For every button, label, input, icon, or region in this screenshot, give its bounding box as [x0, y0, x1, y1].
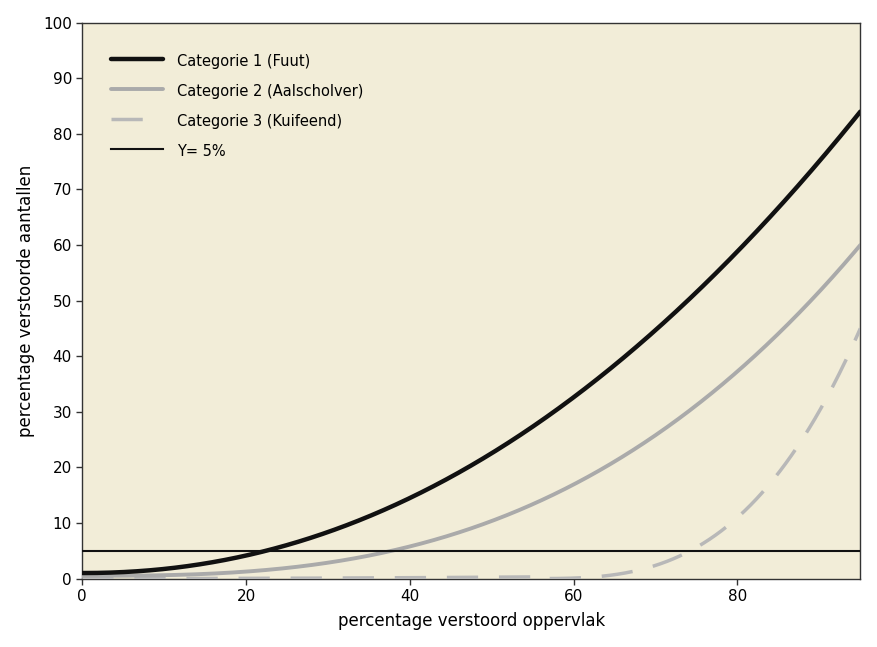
Y-axis label: percentage verstoorde aantallen: percentage verstoorde aantallen [17, 164, 35, 437]
Categorie 3 (Kuifeend) [855, 325, 866, 333]
Categorie 3 (Kuifeend) [832, 373, 843, 380]
Categorie 2 (Aalscholver) [455, 528, 466, 536]
Y= 5% [85, 547, 96, 554]
Categorie 3 (Kuifeend) [435, 574, 446, 582]
Categorie 2 (Aalscholver) [77, 572, 88, 580]
Categorie 1 (Fuut) [117, 568, 127, 576]
Categorie 2 (Aalscholver) [435, 534, 446, 542]
Categorie 3 (Kuifeend) [689, 544, 700, 552]
Categorie 1 (Fuut) [689, 290, 700, 298]
Categorie 3 (Kuifeend) [117, 575, 127, 582]
Line: Categorie 2 (Aalscholver): Categorie 2 (Aalscholver) [82, 245, 860, 576]
Categorie 1 (Fuut) [455, 468, 466, 476]
Line: Categorie 1 (Fuut): Categorie 1 (Fuut) [82, 112, 860, 573]
Categorie 2 (Aalscholver) [832, 268, 843, 276]
Categorie 3 (Kuifeend) [455, 573, 466, 581]
Categorie 2 (Aalscholver) [117, 572, 127, 580]
Y= 5% [77, 547, 88, 554]
Categorie 3 (Kuifeend) [832, 373, 843, 381]
Line: Categorie 3 (Kuifeend): Categorie 3 (Kuifeend) [82, 329, 860, 578]
Legend: Categorie 1 (Fuut), Categorie 2 (Aalscholver), Categorie 3 (Kuifeend), Y= 5%: Categorie 1 (Fuut), Categorie 2 (Aalscho… [96, 38, 378, 175]
X-axis label: percentage verstoord oppervlak: percentage verstoord oppervlak [338, 612, 605, 630]
Categorie 1 (Fuut) [435, 479, 446, 487]
Categorie 1 (Fuut) [832, 136, 843, 144]
Categorie 2 (Aalscholver) [689, 402, 700, 410]
Categorie 2 (Aalscholver) [855, 241, 866, 249]
Categorie 1 (Fuut) [832, 135, 843, 143]
Categorie 2 (Aalscholver) [832, 267, 843, 275]
Categorie 1 (Fuut) [77, 569, 88, 577]
Categorie 1 (Fuut) [855, 108, 866, 116]
Categorie 3 (Kuifeend) [77, 575, 88, 582]
